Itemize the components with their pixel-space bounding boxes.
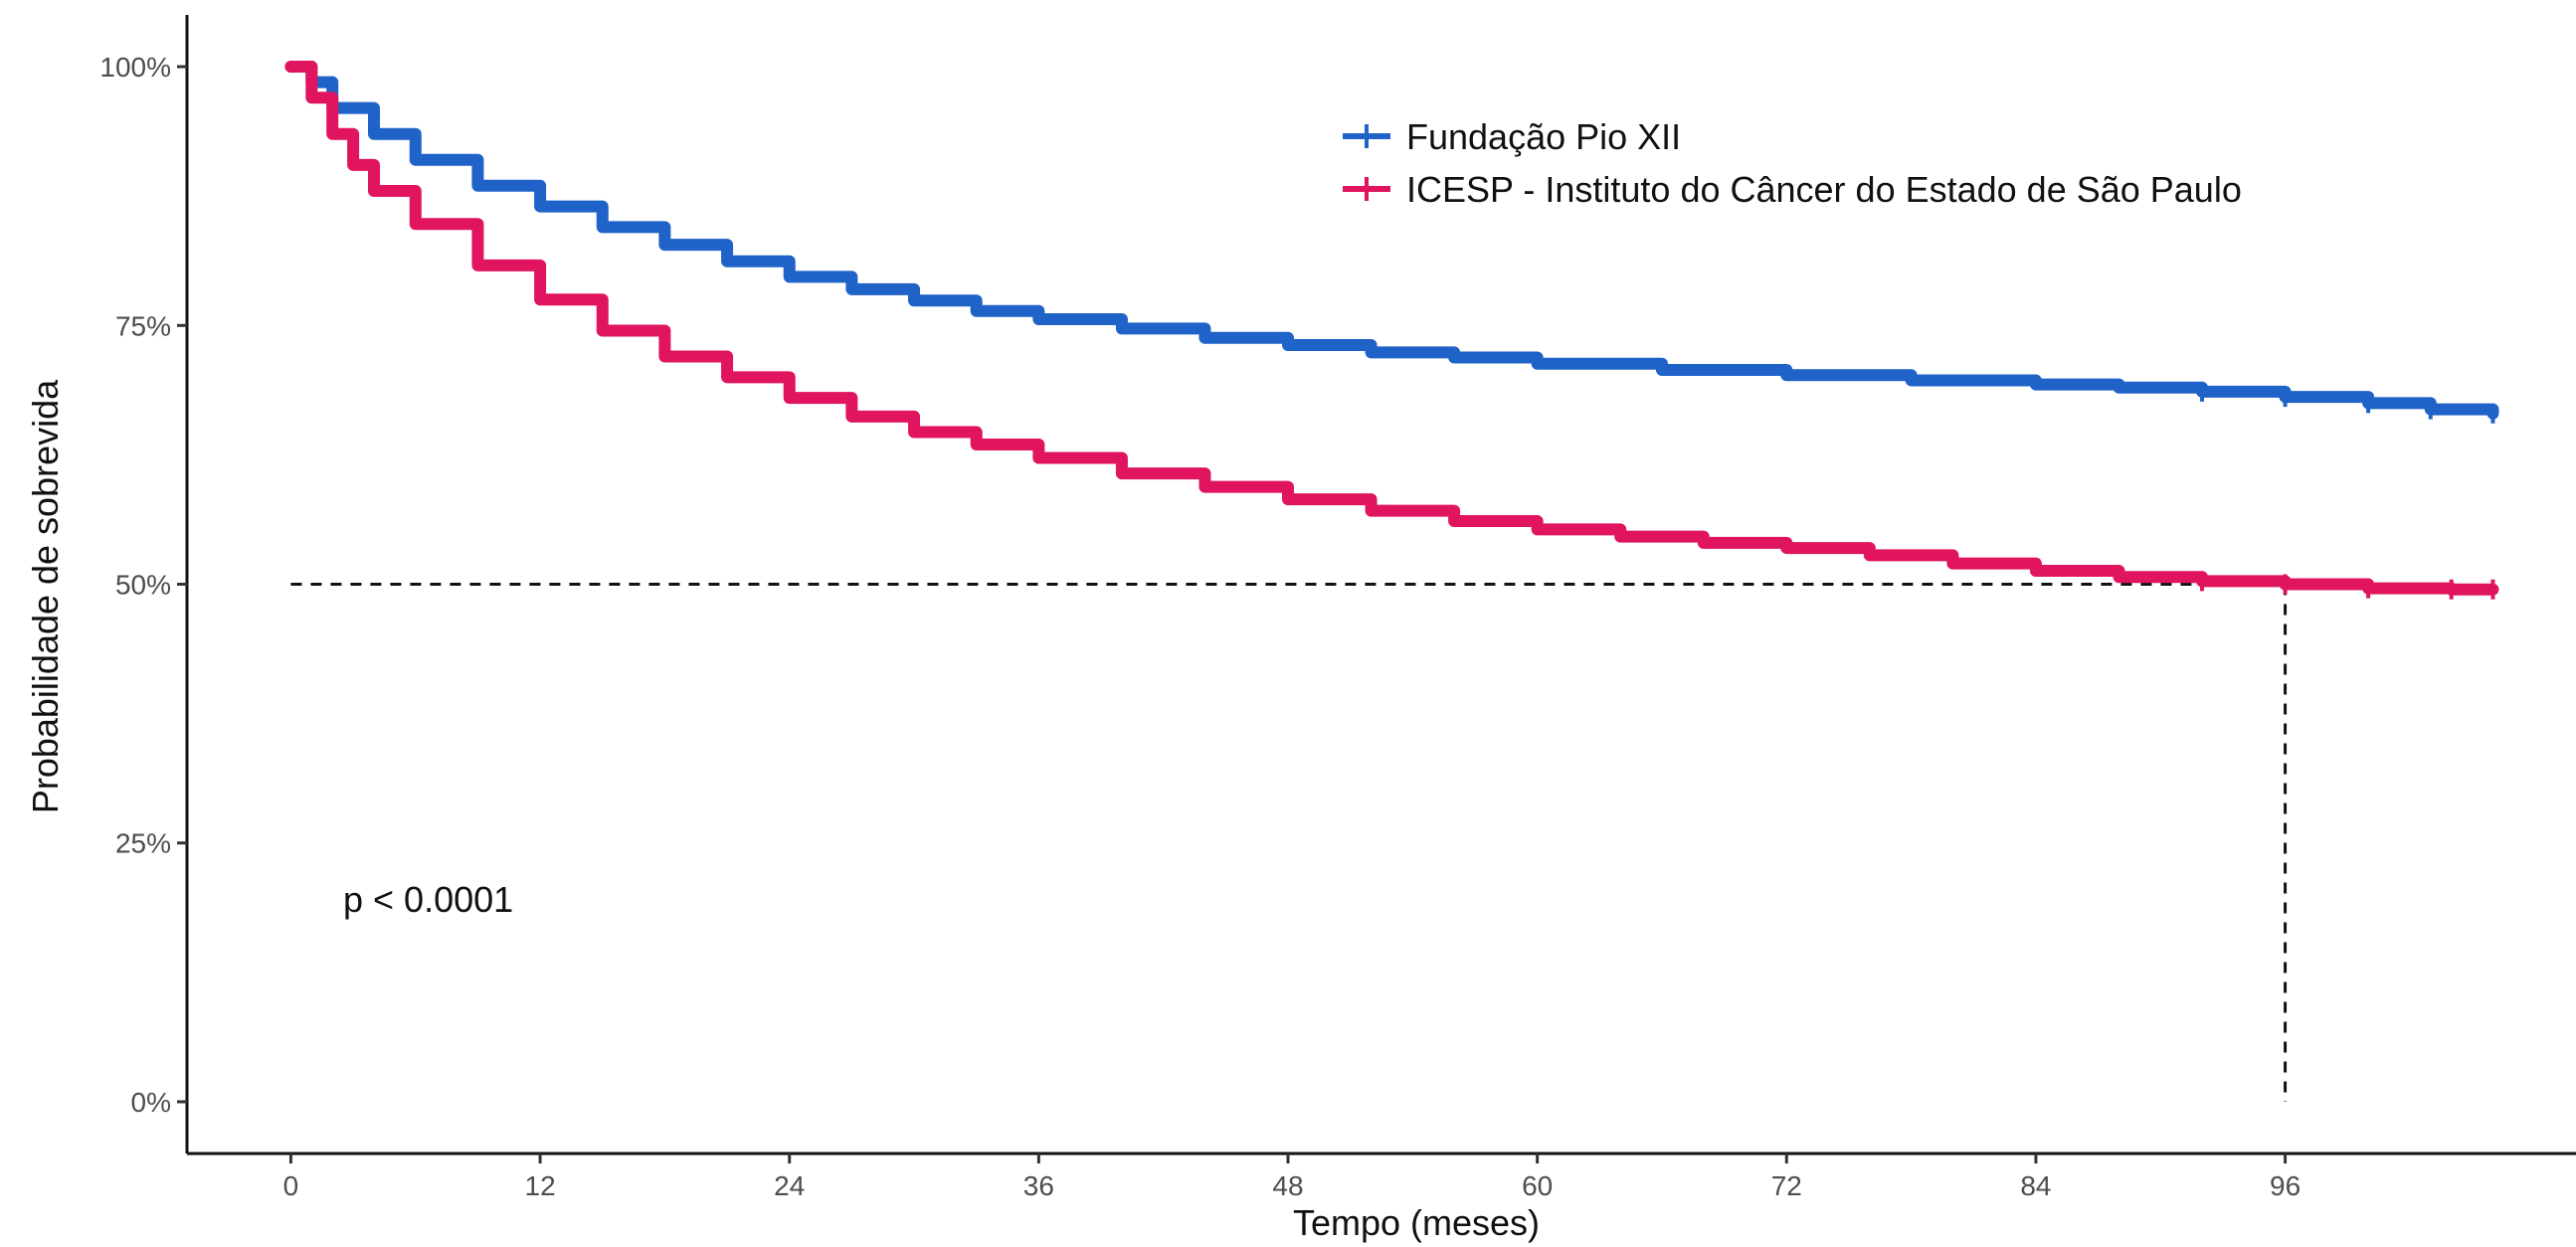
legend-label-icesp: ICESP - Instituto do Câncer do Estado de… <box>1406 169 2242 210</box>
series-line-0 <box>284 61 2499 420</box>
y-tick-label: 50% <box>115 570 171 601</box>
x-tick-label: 84 <box>2020 1170 2051 1201</box>
x-tick-label: 48 <box>1272 1170 1303 1201</box>
y-tick-label: 75% <box>115 310 171 341</box>
legend: Fundação Pio XII ICESP - Instituto do Câ… <box>1343 116 2242 210</box>
axes: 0% 25% 50% 75% 100% 0 12 24 36 48 60 72 84 96 <box>99 15 2576 1201</box>
y-tick-label: 100% <box>99 52 171 83</box>
x-tick-label: 0 <box>283 1170 299 1201</box>
x-tick-label: 60 <box>1522 1170 1553 1201</box>
x-tick-label: 12 <box>525 1170 556 1201</box>
legend-item-fundacao: Fundação Pio XII <box>1343 116 1681 157</box>
x-tick-label: 96 <box>2270 1170 2300 1201</box>
p-value-annotation: p < 0.0001 <box>343 879 513 920</box>
y-tick-label: 0% <box>131 1087 171 1118</box>
y-axis-title: Probabilidade de sobrevida <box>25 379 66 813</box>
x-axis-title: Tempo (meses) <box>1293 1202 1540 1243</box>
x-tick-label: 24 <box>774 1170 805 1201</box>
x-tick-label: 36 <box>1023 1170 1054 1201</box>
plot-area <box>284 61 2499 1102</box>
x-tick-label: 72 <box>1771 1170 1802 1201</box>
legend-label-fundacao: Fundação Pio XII <box>1406 116 1681 157</box>
legend-item-icesp: ICESP - Instituto do Câncer do Estado de… <box>1343 169 2242 210</box>
series-line-1 <box>284 61 2499 596</box>
y-tick-label: 25% <box>115 828 171 859</box>
